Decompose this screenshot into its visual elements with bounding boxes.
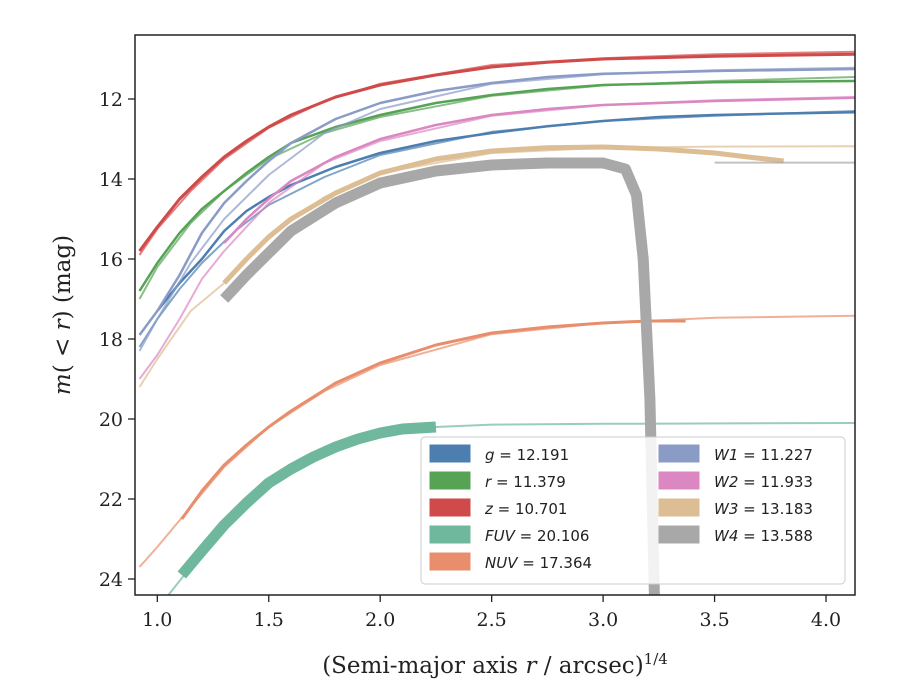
x-tick-label: 3.5 [699,609,729,631]
x-tick-label: 2.0 [365,609,395,631]
legend-swatch-nuv [429,552,471,571]
y-tick-label: 22 [99,489,123,511]
series-nuv-observed-band [180,319,686,520]
x-tick-label: 1.5 [254,609,284,631]
series-w4-observed-band [220,157,660,595]
legend-item-z: z = 10.701 [429,498,567,518]
x-tick-label: 3.0 [588,609,618,631]
x-tick-label: 1.0 [142,609,172,631]
legend-item-w3: W3 = 13.183 [658,498,813,518]
legend-label-g: g = 12.191 [485,446,569,464]
y-tick-label: 14 [99,169,123,191]
x-tick-label: 2.5 [477,609,507,631]
legend-swatch-r [429,471,471,490]
x-axis-title: (Semi-major axis r / arcsec)1/4 [322,650,668,679]
y-tick-label: 20 [99,409,123,431]
legend-label-r: r = 11.379 [485,473,566,491]
series-w2-observed-band [223,96,855,244]
legend-item-g: g = 12.191 [429,444,569,464]
legend-label-w1: W1 = 11.227 [714,446,813,464]
legend-label-z: z = 10.701 [484,500,567,518]
x-axis: 1.0 1.5 2.0 2.5 3.0 3.5 4.0 [142,595,841,631]
plot-frame [134,34,856,596]
legend-swatch-w3 [658,498,700,517]
series-r-observed-band [138,79,855,292]
legend-item-w4: W4 = 13.588 [658,525,813,545]
series-w3-observed-band [222,144,784,285]
legend-item-w2: W2 = 11.933 [658,471,813,491]
series-r-model-line [138,76,855,300]
legend-item-r: r = 11.379 [429,471,566,491]
legend-swatch-w2 [658,471,700,490]
y-axis-title: m( < r) (mag) [50,235,76,395]
legend-box [420,436,846,585]
legend-label-w4: W4 = 13.588 [714,527,813,545]
series-layer [138,50,855,595]
series-fuv-observed-band [177,421,437,579]
legend-item-w1: W1 = 11.227 [658,444,813,464]
y-axis: 12 14 16 18 20 22 24 [99,89,135,591]
series-g-observed-band [156,110,855,312]
legend-swatch-z [429,498,471,517]
legend-swatch-g [429,444,471,463]
legend-item-fuv: FUV = 20.106 [429,525,589,545]
y-tick-label: 24 [99,569,123,591]
legend-label-nuv: NUV = 17.364 [485,554,592,572]
legend-label-fuv: FUV = 20.106 [485,527,589,545]
series-z-observed-band [138,52,855,252]
y-tick-label: 18 [99,329,123,351]
x-tick-label: 4.0 [811,609,841,631]
legend-item-nuv: NUV = 17.364 [429,552,592,572]
legend-swatch-w1 [658,444,700,463]
legend-swatch-w4 [658,525,700,544]
legend-label-w3: W3 = 13.183 [714,500,813,518]
legend-swatch-fuv [429,525,471,544]
y-tick-label: 12 [99,89,123,111]
legend: g = 12.191 r = 11.379 z = 10.701 FUV = 20.1… [420,436,846,585]
series-w1-observed-band [138,67,855,336]
y-tick-label: 16 [99,249,123,271]
legend-label-w2: W2 = 11.933 [714,473,813,491]
